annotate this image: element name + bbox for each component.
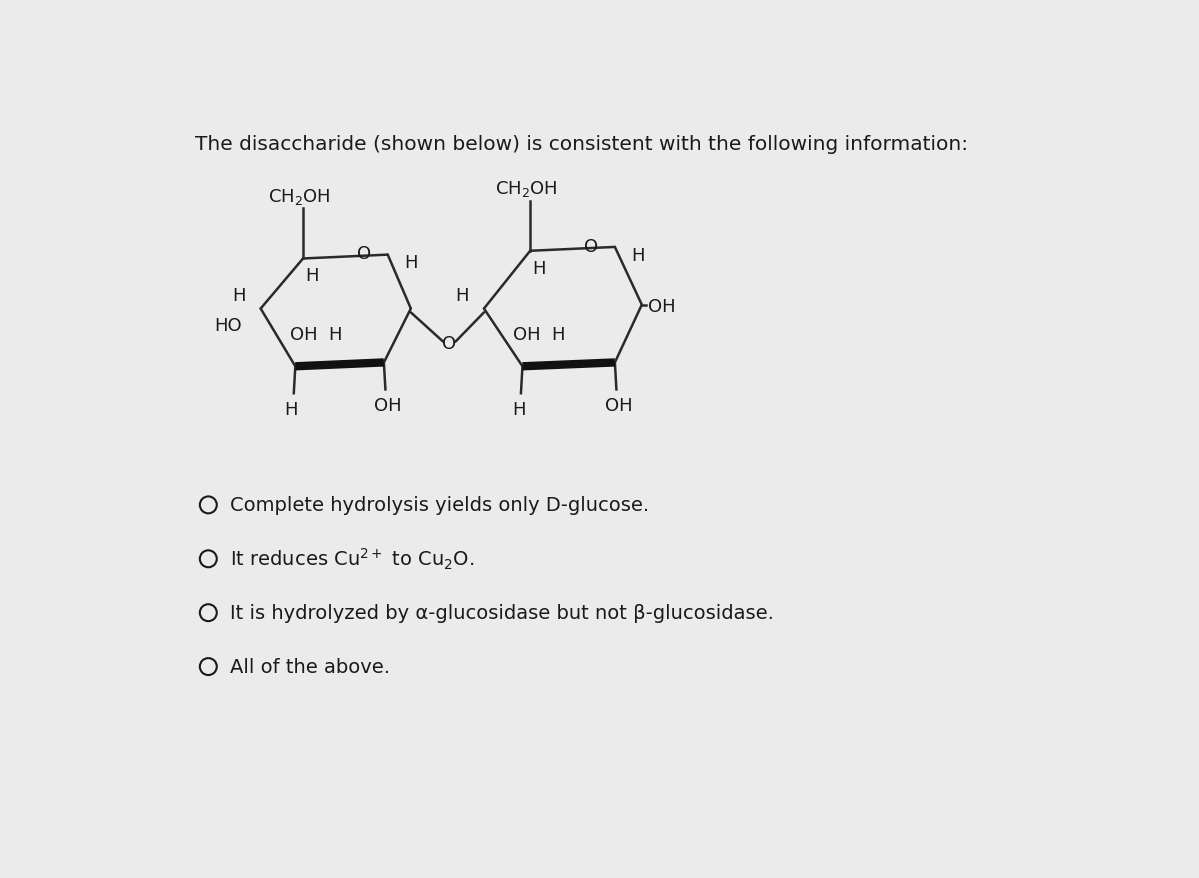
Text: H: H — [456, 286, 469, 305]
Text: It is hydrolyzed by α-glucosidase but not β-glucosidase.: It is hydrolyzed by α-glucosidase but no… — [230, 603, 773, 623]
Text: O: O — [442, 335, 457, 353]
Text: OH: OH — [290, 325, 318, 343]
Text: OH: OH — [647, 298, 675, 316]
Text: H: H — [532, 259, 547, 277]
Text: OH: OH — [513, 325, 541, 343]
Text: It reduces Cu$^{2+}$ to Cu$_2$O.: It reduces Cu$^{2+}$ to Cu$_2$O. — [230, 547, 475, 572]
Text: H: H — [404, 254, 417, 272]
Text: H: H — [552, 325, 565, 343]
Text: H: H — [233, 286, 246, 305]
Text: All of the above.: All of the above. — [230, 658, 390, 676]
Text: HO: HO — [215, 317, 242, 335]
Text: OH: OH — [605, 396, 633, 414]
Text: H: H — [631, 247, 645, 264]
Text: OH: OH — [374, 396, 402, 414]
Text: H: H — [329, 325, 342, 343]
Text: Complete hydrolysis yields only D-glucose.: Complete hydrolysis yields only D-glucos… — [230, 496, 649, 515]
Text: CH$_2$OH: CH$_2$OH — [495, 179, 558, 199]
Text: CH$_2$OH: CH$_2$OH — [267, 187, 331, 207]
Text: The disaccharide (shown below) is consistent with the following information:: The disaccharide (shown below) is consis… — [195, 134, 969, 154]
Text: O: O — [584, 237, 598, 255]
Text: O: O — [357, 245, 370, 263]
Text: H: H — [512, 400, 525, 418]
Text: H: H — [306, 267, 319, 285]
Text: H: H — [284, 400, 299, 418]
